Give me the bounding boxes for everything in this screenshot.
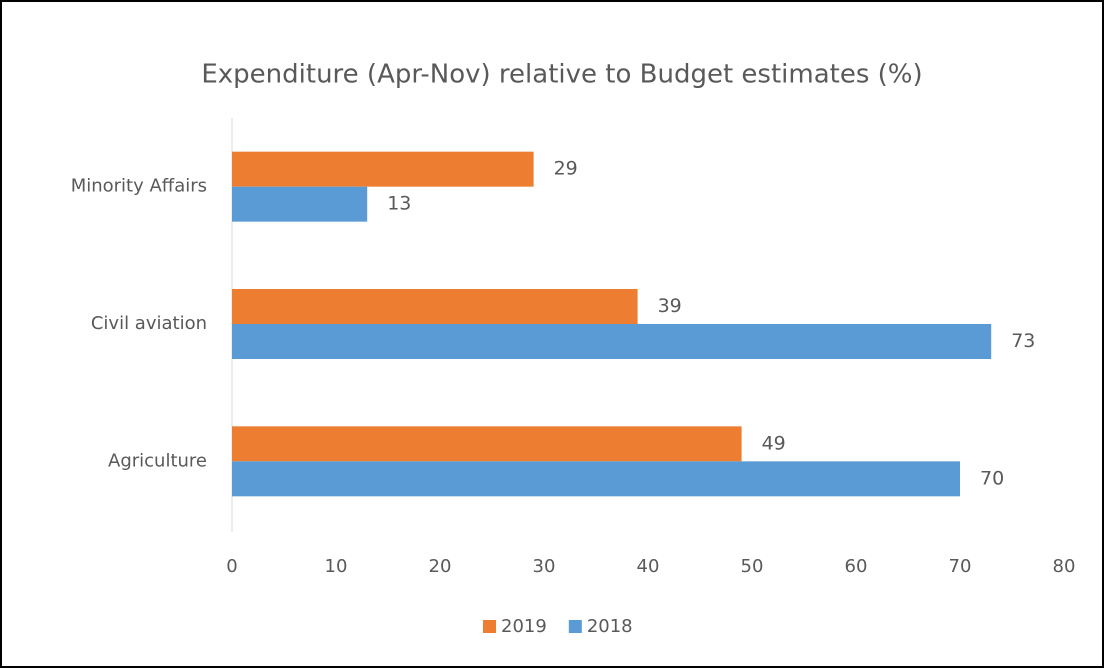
data-label: 70 bbox=[980, 467, 1004, 489]
x-tick-label: 0 bbox=[226, 556, 237, 577]
x-tick-label: 60 bbox=[845, 556, 868, 577]
x-tick-label: 10 bbox=[325, 556, 348, 577]
data-label: 73 bbox=[1011, 330, 1035, 352]
bar bbox=[232, 151, 534, 187]
data-label: 39 bbox=[658, 295, 682, 317]
x-tick-label: 50 bbox=[741, 556, 764, 577]
bar bbox=[232, 186, 368, 222]
legend-swatch bbox=[568, 620, 582, 633]
legend-label: 2018 bbox=[587, 616, 633, 637]
legend-label: 2019 bbox=[501, 616, 547, 637]
y-tick-label: Agriculture bbox=[108, 450, 207, 471]
x-tick-label: 70 bbox=[949, 556, 972, 577]
x-tick-label: 20 bbox=[429, 556, 452, 577]
bar bbox=[232, 324, 992, 359]
y-tick-label: Civil aviation bbox=[91, 313, 207, 334]
x-tick-label: 40 bbox=[637, 556, 660, 577]
bar bbox=[232, 461, 960, 497]
data-label: 49 bbox=[762, 432, 786, 454]
bar bbox=[232, 426, 742, 462]
data-label: 29 bbox=[554, 158, 578, 180]
y-tick-label: Minority Affairs bbox=[71, 176, 207, 197]
x-tick-label: 80 bbox=[1053, 556, 1076, 577]
legend-swatch bbox=[483, 620, 496, 633]
bar bbox=[232, 289, 638, 324]
x-tick-label: 30 bbox=[533, 556, 556, 577]
data-label: 13 bbox=[387, 193, 411, 215]
chart-title: Expenditure (Apr-Nov) relative to Budget… bbox=[201, 60, 922, 90]
